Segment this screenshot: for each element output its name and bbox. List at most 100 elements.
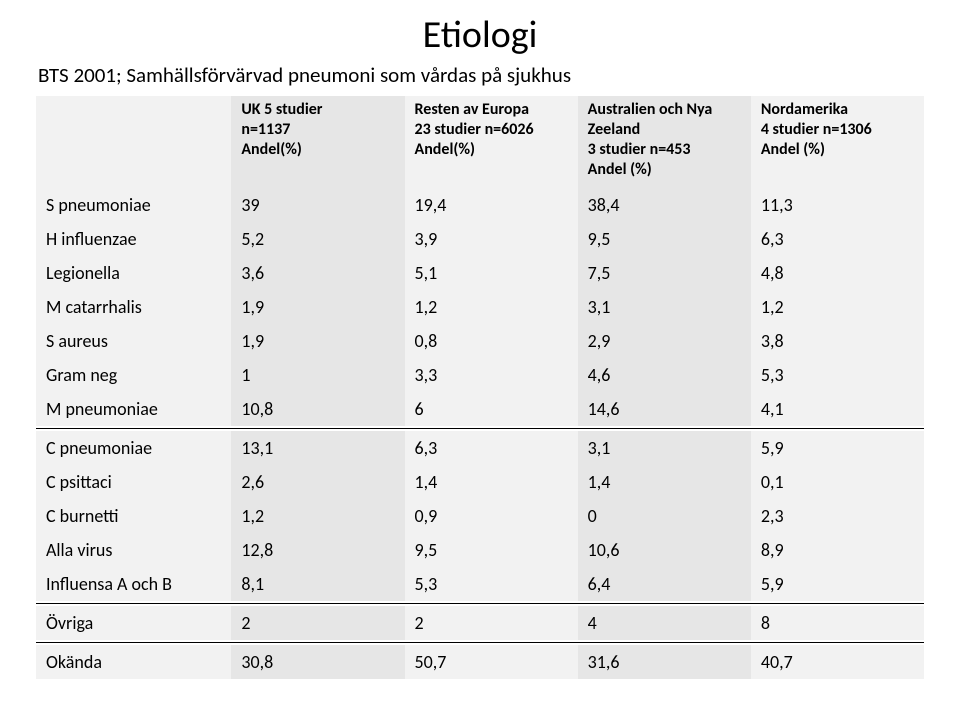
row-value: 3,8 <box>751 324 924 358</box>
row-value: 1,2 <box>751 290 924 324</box>
row-value: 6,3 <box>405 431 578 465</box>
row-value: 30,8 <box>231 645 404 679</box>
row-label: Influensa A och B <box>36 567 231 601</box>
row-value: 5,1 <box>405 256 578 290</box>
row-value: 1,2 <box>231 499 404 533</box>
col-header-line: n=1137 <box>241 120 290 139</box>
row-value: 13,1 <box>231 431 404 465</box>
row-value: 1,2 <box>405 290 578 324</box>
row-label: Legionella <box>36 256 231 290</box>
divider-line <box>36 642 924 643</box>
row-value: 4 <box>578 606 751 640</box>
row-value: 10,8 <box>231 392 404 426</box>
table-row: Alla virus12,89,510,68,9 <box>36 533 924 567</box>
row-value: 8 <box>751 606 924 640</box>
row-value: 9,5 <box>578 222 751 256</box>
table-row: Okända30,850,731,640,7 <box>36 645 924 679</box>
row-value: 2,6 <box>231 465 404 499</box>
row-label: H influenzae <box>36 222 231 256</box>
row-value: 31,6 <box>578 645 751 679</box>
row-value: 1,4 <box>405 465 578 499</box>
table-row: Legionella3,65,17,54,8 <box>36 256 924 290</box>
row-value: 1,4 <box>578 465 751 499</box>
row-label: S pneumoniae <box>36 188 231 222</box>
row-value: 0,8 <box>405 324 578 358</box>
etiology-table: UK 5 studiern=1137Andel(%) Resten av Eur… <box>36 96 924 679</box>
table-row: C burnetti1,20,902,3 <box>36 499 924 533</box>
row-value: 1 <box>231 358 404 392</box>
row-value: 8,1 <box>231 567 404 601</box>
row-label: M catarrhalis <box>36 290 231 324</box>
divider-line <box>36 603 924 604</box>
table-row: S pneumoniae3919,438,411,3 <box>36 188 924 222</box>
row-value: 3,9 <box>405 222 578 256</box>
col-header-2: Resten av Europa23 studier n=6026Andel(%… <box>405 96 578 188</box>
table-row: C psittaci2,61,41,40,1 <box>36 465 924 499</box>
row-value: 2 <box>231 606 404 640</box>
col-header-line: 3 studier n=453 <box>588 140 691 159</box>
table-body: S pneumoniae3919,438,411,3H influenzae5,… <box>36 188 924 679</box>
row-value: 4,8 <box>751 256 924 290</box>
row-value: 1,9 <box>231 290 404 324</box>
col-header-line: 23 studier n=6026 <box>415 120 534 139</box>
table-row: M catarrhalis1,91,23,11,2 <box>36 290 924 324</box>
row-label: C psittaci <box>36 465 231 499</box>
col-header-4: Nordamerika4 studier n=1306Andel (%) <box>751 96 924 188</box>
row-value: 1,9 <box>231 324 404 358</box>
row-value: 2,3 <box>751 499 924 533</box>
row-value: 5,9 <box>751 567 924 601</box>
row-value: 6 <box>405 392 578 426</box>
col-header-line: Australien och Nya <box>588 100 713 119</box>
col-header-line: Andel(%) <box>415 140 475 159</box>
row-value: 2 <box>405 606 578 640</box>
table-row: S aureus1,90,82,93,8 <box>36 324 924 358</box>
col-header-line: UK 5 studier <box>241 100 322 119</box>
row-label: Okända <box>36 645 231 679</box>
col-header-line: Zeeland <box>588 120 641 139</box>
row-value: 3,1 <box>578 431 751 465</box>
row-value: 8,9 <box>751 533 924 567</box>
table-row: Gram neg13,34,65,3 <box>36 358 924 392</box>
row-value: 3,3 <box>405 358 578 392</box>
table-header-row: UK 5 studiern=1137Andel(%) Resten av Eur… <box>36 96 924 188</box>
row-value: 7,5 <box>578 256 751 290</box>
row-value: 4,6 <box>578 358 751 392</box>
row-value: 4,1 <box>751 392 924 426</box>
row-value: 5,9 <box>751 431 924 465</box>
row-value: 40,7 <box>751 645 924 679</box>
table-row: H influenzae5,23,99,56,3 <box>36 222 924 256</box>
row-label: Alla virus <box>36 533 231 567</box>
row-value: 11,3 <box>751 188 924 222</box>
row-value: 39 <box>231 188 404 222</box>
row-value: 3,6 <box>231 256 404 290</box>
col-header-line: Andel(%) <box>241 140 301 159</box>
col-header-1: UK 5 studiern=1137Andel(%) <box>231 96 404 188</box>
row-value: 19,4 <box>405 188 578 222</box>
row-label: M pneumoniae <box>36 392 231 426</box>
row-value: 9,5 <box>405 533 578 567</box>
row-value: 5,3 <box>405 567 578 601</box>
col-header-line: Resten av Europa <box>415 100 529 119</box>
table-row: M pneumoniae10,8614,64,1 <box>36 392 924 426</box>
col-header-3: Australien och NyaZeeland3 studier n=453… <box>578 96 751 188</box>
row-label: Övriga <box>36 606 231 640</box>
row-value: 12,8 <box>231 533 404 567</box>
row-value: 0,1 <box>751 465 924 499</box>
page-subtitle: BTS 2001; Samhällsförvärvad pneumoni som… <box>38 62 924 88</box>
row-value: 0,9 <box>405 499 578 533</box>
slide: Etiologi BTS 2001; Samhällsförvärvad pne… <box>0 0 960 717</box>
col-header-line: Nordamerika <box>761 100 848 119</box>
row-label: Gram neg <box>36 358 231 392</box>
row-label: C burnetti <box>36 499 231 533</box>
col-header-line: Andel (%) <box>761 140 825 159</box>
page-title: Etiologi <box>36 12 924 58</box>
table-row: Övriga2248 <box>36 606 924 640</box>
col-header-line: 4 studier n=1306 <box>761 120 872 139</box>
row-value: 10,6 <box>578 533 751 567</box>
row-value: 5,3 <box>751 358 924 392</box>
table-row: Influensa A och B8,15,36,45,9 <box>36 567 924 601</box>
row-value: 14,6 <box>578 392 751 426</box>
row-value: 2,9 <box>578 324 751 358</box>
row-label: C pneumoniae <box>36 431 231 465</box>
divider-line <box>36 428 924 429</box>
